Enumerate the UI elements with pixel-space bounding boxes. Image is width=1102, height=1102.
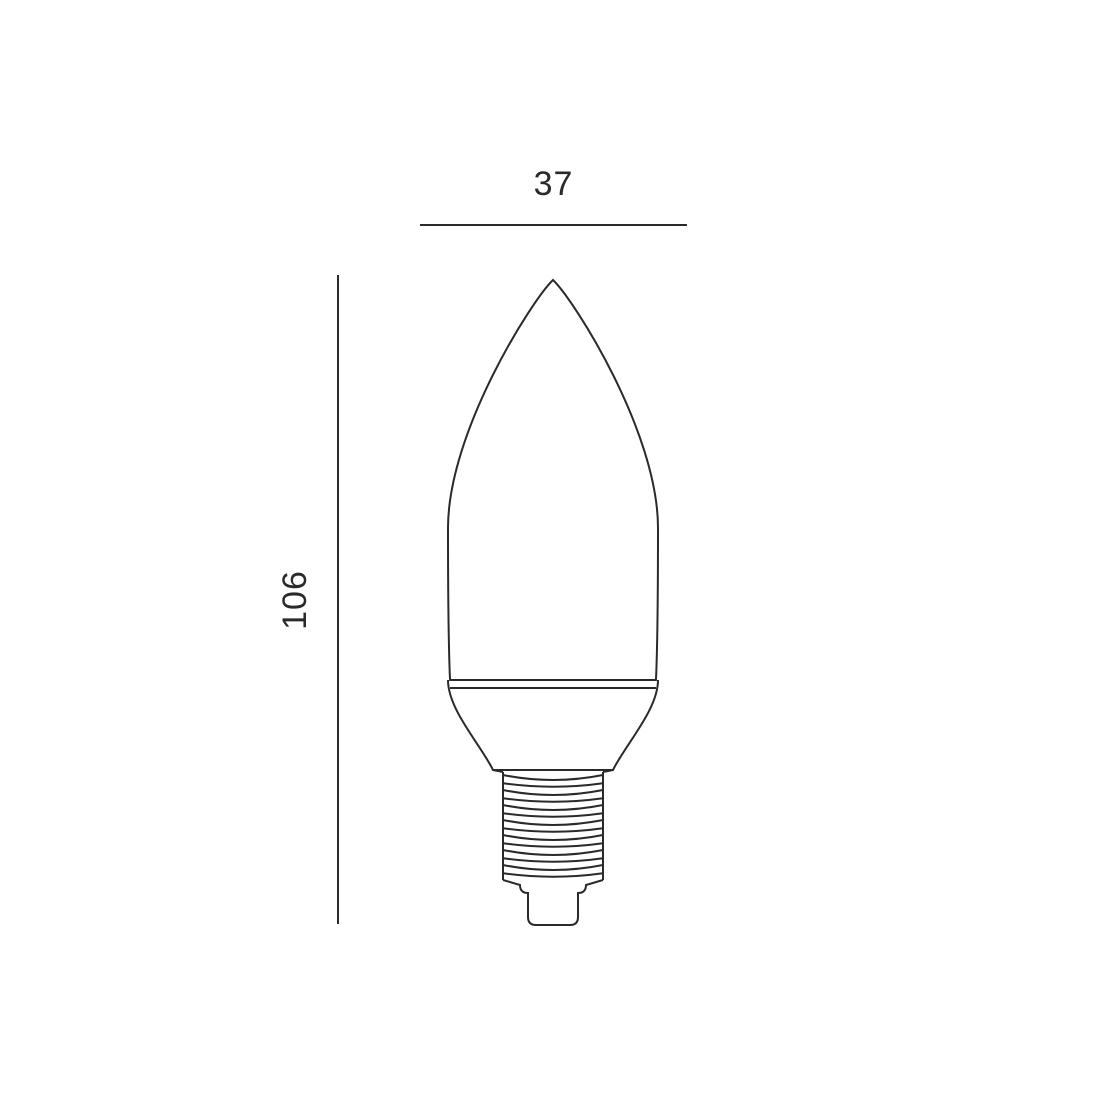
width-dimension-label: 37 — [534, 165, 574, 203]
screw-tip-outline — [503, 880, 603, 925]
bulb-glass-outline — [448, 280, 658, 680]
height-dimension-label: 106 — [276, 570, 314, 630]
screw-thread-group — [493, 770, 613, 880]
bulb-dimension-diagram: 37 106 — [0, 0, 1102, 1102]
bulb-collar-outline — [448, 680, 658, 770]
